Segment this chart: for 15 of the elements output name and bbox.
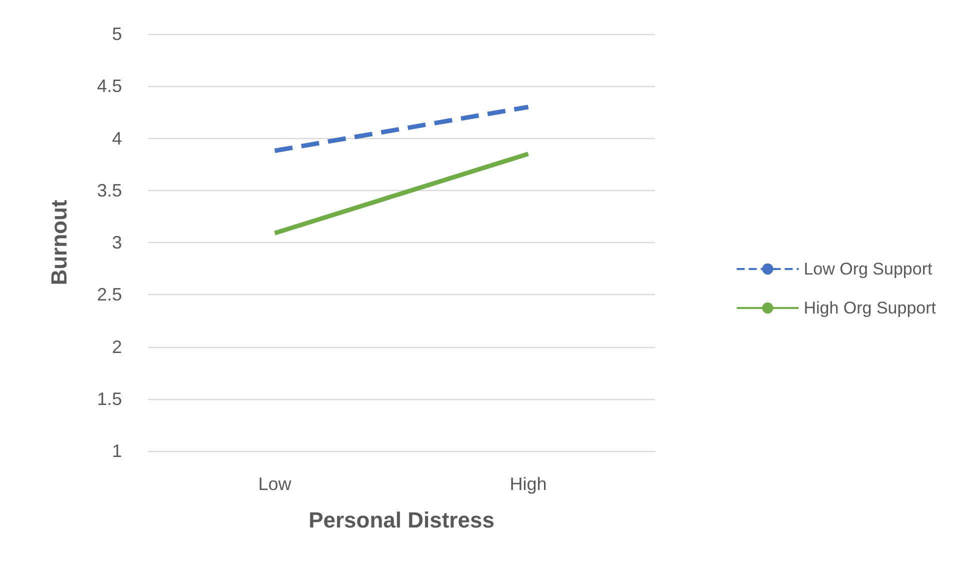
- y-tick-label: 5: [112, 24, 122, 44]
- y-tick-label: 3.5: [96, 180, 122, 200]
- y-tick-label: 1: [112, 441, 122, 461]
- y-tick-label: 3: [112, 232, 122, 252]
- legend-label: High Org Support: [804, 298, 936, 318]
- y-tick-label: 2.5: [96, 284, 122, 305]
- x-tick-label: High: [510, 474, 547, 494]
- x-axis-title: Personal Distress: [308, 508, 494, 532]
- y-tick-label: 4.5: [96, 76, 122, 96]
- legend-label: Low Org Support: [804, 260, 932, 278]
- x-tick-label: Low: [258, 474, 292, 494]
- y-tick-label: 4: [112, 128, 122, 148]
- y-tick-label: 2: [112, 336, 122, 357]
- y-axis-title: Burnout: [46, 199, 72, 286]
- y-tick-label: 1.5: [96, 388, 122, 409]
